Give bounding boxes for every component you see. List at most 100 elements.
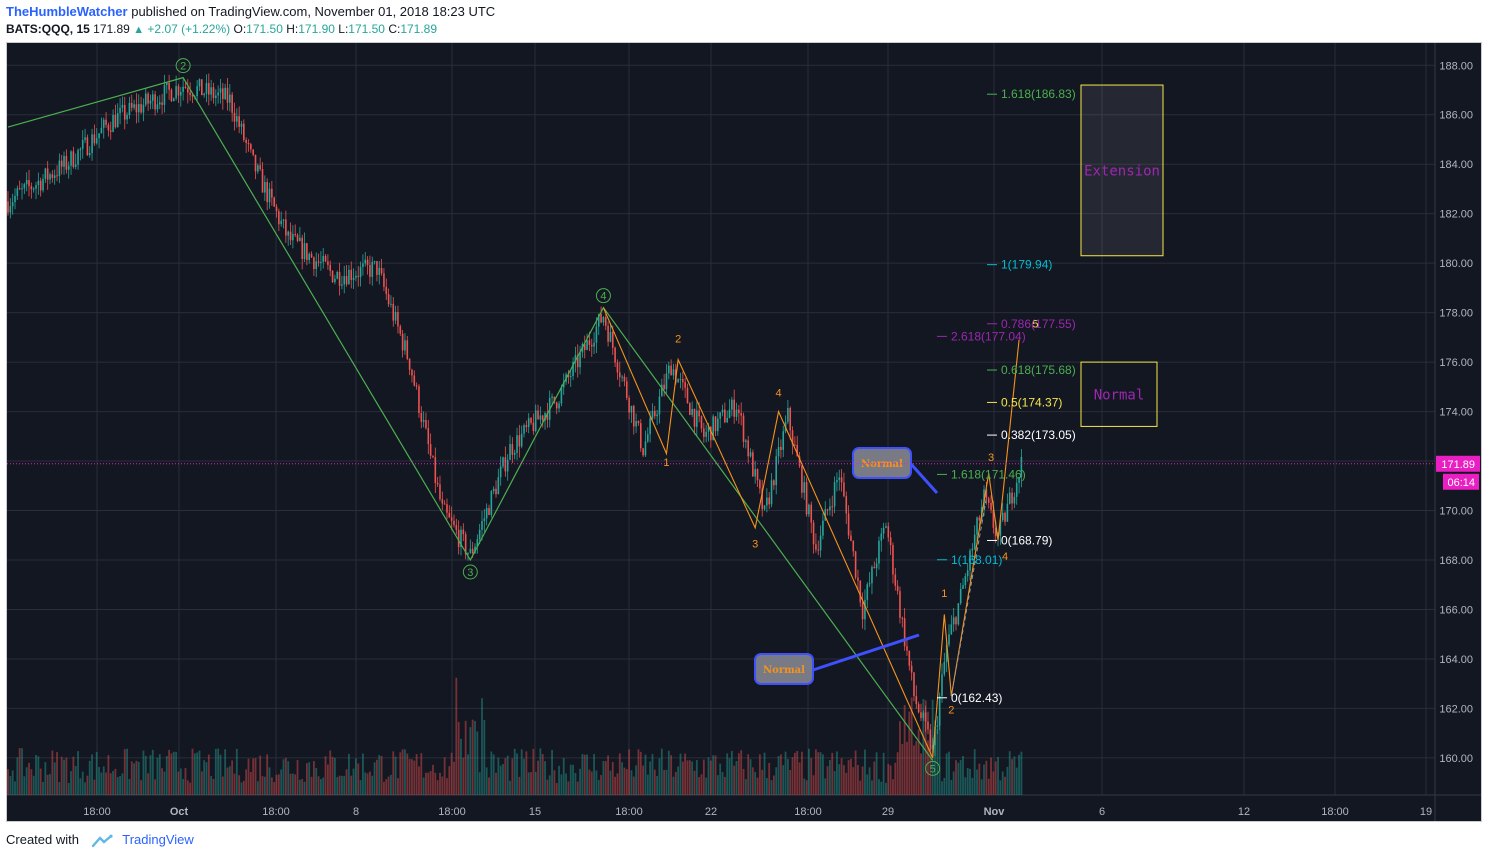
candle-body	[79, 148, 82, 151]
candle-body	[1011, 492, 1013, 504]
volume-bar	[997, 757, 999, 795]
volume-bar	[91, 754, 93, 795]
volume-bar	[721, 772, 724, 795]
volume-bar	[635, 765, 638, 795]
volume-bar	[247, 758, 250, 795]
volume-bar	[812, 775, 815, 795]
candle-body	[840, 477, 843, 483]
fib-label: 0.618(175.68)	[1001, 363, 1076, 377]
volume-bar	[221, 776, 224, 795]
candle-body	[420, 412, 423, 422]
candle-body	[646, 434, 649, 442]
volume-bar	[978, 763, 981, 795]
volume-bar	[28, 762, 30, 795]
volume-bar	[415, 754, 418, 795]
candle-body	[58, 160, 61, 177]
candle-body	[896, 585, 899, 592]
volume-bar	[553, 770, 556, 795]
candle-body	[787, 408, 789, 422]
volume-bar	[878, 779, 880, 795]
volume-bar	[476, 731, 479, 795]
candle-body	[719, 412, 721, 419]
volume-bar	[207, 754, 210, 795]
volume-bar	[511, 758, 514, 795]
volume-bar	[590, 771, 593, 795]
volume-bar	[609, 770, 612, 795]
candle-body	[476, 539, 479, 547]
volume-bar	[791, 757, 794, 795]
candle-body	[527, 418, 530, 427]
volume-bar	[275, 774, 278, 795]
volume-bar	[343, 775, 346, 795]
candle-body	[962, 585, 964, 589]
author-link[interactable]: TheHumbleWatcher	[6, 4, 128, 19]
low-value: 171.50	[348, 22, 385, 36]
volume-bar	[1011, 759, 1013, 795]
volume-bar	[551, 750, 553, 795]
candle-body	[871, 566, 873, 584]
volume-bar	[86, 775, 89, 795]
volume-bar	[719, 763, 722, 795]
candle-body	[299, 237, 301, 241]
y-tick-label: 176.00	[1439, 357, 1473, 369]
volume-bar	[217, 748, 220, 795]
candle-body	[569, 376, 572, 378]
candle-body	[532, 422, 535, 431]
candle-body	[693, 408, 696, 427]
candle-body	[971, 548, 974, 551]
volume-bar	[576, 781, 579, 795]
fib-label: 1.618(186.83)	[1001, 87, 1076, 101]
candle-body	[763, 505, 766, 510]
candle-body	[1018, 476, 1020, 483]
price-chart[interactable]: 188.00 186.00 184.00 182.00 180.00 178.00 176.…	[7, 43, 1481, 821]
tradingview-link[interactable]: TradingView	[122, 832, 194, 847]
chart-area[interactable]: 188.00 186.00 184.00 182.00 180.00 178.00 176.…	[6, 42, 1482, 822]
volume-bar	[980, 779, 983, 795]
candle-body	[665, 373, 668, 390]
volume-bar	[259, 755, 262, 795]
volume-bar	[462, 757, 465, 795]
candle-body	[714, 416, 717, 432]
x-tick-label: 18:00	[794, 806, 822, 818]
last-price-tag-label: 171.89	[1441, 459, 1475, 471]
candle-body	[668, 365, 670, 374]
candle-body	[717, 418, 719, 432]
candle-body	[985, 489, 988, 499]
candle-body	[966, 570, 969, 577]
volume-bar	[441, 776, 444, 795]
candle-body	[280, 220, 282, 225]
candle-body	[1006, 503, 1009, 522]
y-tick-label: 164.00	[1439, 654, 1473, 666]
volume-bar	[497, 757, 500, 795]
volume-bar	[929, 734, 932, 795]
candle-body	[217, 92, 219, 96]
countdown-tag	[1443, 473, 1479, 490]
candle-body	[957, 603, 960, 625]
high-value: 171.90	[298, 22, 335, 36]
volume-bar	[261, 776, 264, 795]
candle-body	[240, 123, 243, 127]
candle-body	[378, 267, 381, 275]
volume-bar	[252, 758, 255, 795]
candle-body	[469, 548, 472, 553]
volume-bar	[140, 780, 142, 795]
candle-body	[399, 326, 402, 334]
volume-bar	[128, 779, 131, 795]
candle-body	[327, 261, 329, 265]
volume-bar	[943, 778, 946, 795]
candle-body	[154, 94, 156, 110]
volume-bar	[14, 781, 16, 795]
published-text: published on TradingView.com, November 0…	[131, 4, 496, 19]
volume-bar	[1020, 751, 1023, 795]
volume-bar	[119, 776, 121, 795]
minor-wave-label: 4	[775, 388, 781, 400]
volume-bar	[889, 765, 892, 795]
candle-body	[324, 255, 327, 262]
candle-body	[179, 91, 182, 96]
candle-body	[504, 457, 507, 472]
volume-bar	[665, 769, 668, 795]
candle-body	[910, 665, 913, 673]
candle-body	[780, 446, 782, 450]
volume-bar	[593, 754, 595, 795]
volume-bar	[471, 719, 474, 795]
